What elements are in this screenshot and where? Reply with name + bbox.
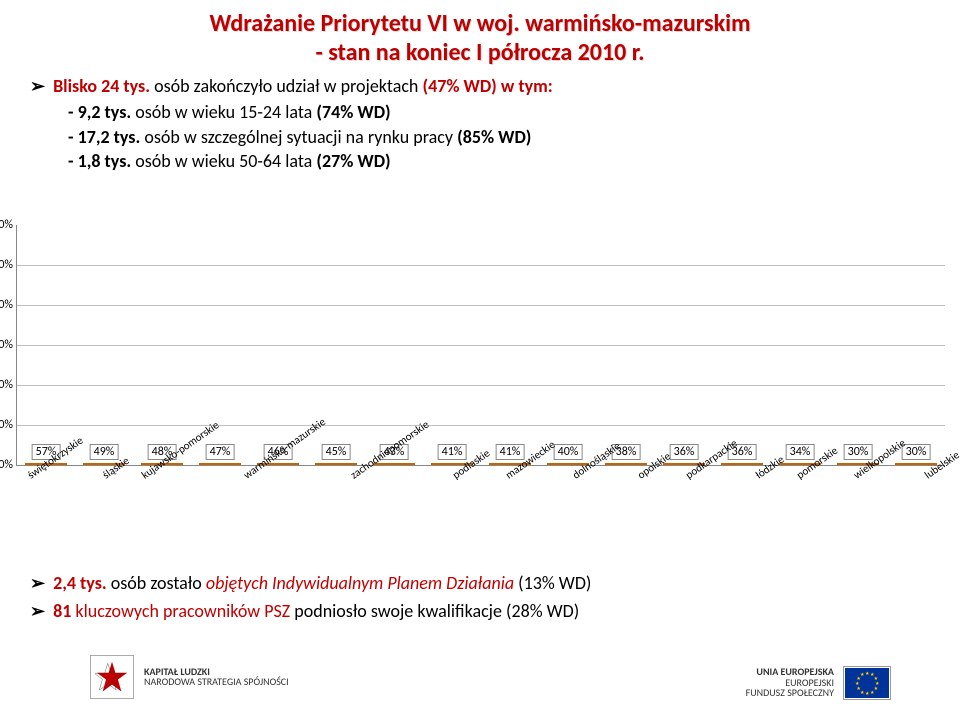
gridline: [17, 345, 945, 346]
kl-text: KAPITAŁ LUDZKI NARODOWA STRATEGIA SPÓJNO…: [144, 667, 289, 688]
s1-c: (74% WD): [316, 101, 390, 123]
s2-c: (85% WD): [457, 126, 531, 148]
bar-value-label: 36%: [670, 444, 699, 460]
y-tick-label: 40%: [0, 298, 13, 312]
arrow-icon: ➢: [30, 570, 45, 596]
x-labels: świętokrzyskieśląskiekujawsko-pomorskiew…: [16, 465, 944, 478]
gridline: [17, 425, 945, 426]
b1-strong: Blisko 24 tys.: [53, 75, 150, 97]
sub-3: - 1,8 tys. osób w wieku 50-64 lata (27% …: [68, 149, 930, 173]
s2-a: - 17,2 tys.: [68, 126, 140, 148]
bullet-1: ➢ Blisko 24 tys. osób zakończyło udział …: [30, 74, 930, 98]
bottom-bullets: ➢ 2,4 tys. osób zostało objętych Indywid…: [30, 570, 930, 626]
kl-star-icon: [90, 655, 134, 699]
b1-pct: (47% WD) w tym:: [422, 75, 552, 97]
slide: Wdrażanie Priorytetu VI w woj. warmińsko…: [0, 0, 960, 717]
bar-value-label: 41%: [438, 444, 467, 460]
y-tick-label: 0%: [0, 458, 13, 472]
bottom-bullet-1-text: 2,4 tys. osób zostało objętych Indywidua…: [53, 570, 591, 596]
bar-value-label: 49%: [90, 444, 119, 460]
bar-value-label: 34%: [786, 444, 815, 460]
bullet-1-text: Blisko 24 tys. osób zakończyło udział w …: [53, 74, 553, 98]
sub-1: - 9,2 tys. osób w wieku 15-24 lata (74% …: [68, 100, 930, 124]
bar-value-label: 40%: [554, 444, 583, 460]
bb1-a: 2,4 tys.: [53, 572, 107, 594]
gridline: [17, 265, 945, 266]
eu-text: UNIA EUROPEJSKA EUROPEJSKI FUNDUSZ SPOŁE…: [746, 667, 834, 699]
gridline: [17, 385, 945, 386]
y-tick-label: 50%: [0, 258, 13, 272]
title-line2: - stan na koniec I półrocza 2010 r.: [315, 38, 644, 67]
arrow-icon: ➢: [30, 74, 45, 98]
bb1-c: objętych Indywidualnym Planem Działania: [206, 572, 514, 594]
bottom-bullet-2: ➢ 81 kluczowych pracowników PSZ podniosł…: [30, 598, 930, 624]
s3-c: (27% WD): [316, 150, 390, 172]
bottom-bullet-1: ➢ 2,4 tys. osób zostało objętych Indywid…: [30, 570, 930, 596]
bottom-bullet-2-text: 81 kluczowych pracowników PSZ podniosło …: [53, 598, 579, 624]
eu-flag-icon: ★★★★★★★★★★★★: [844, 667, 890, 699]
y-tick-label: 30%: [0, 338, 13, 352]
bb2-a: 81: [53, 600, 75, 622]
arrow-icon: ➢: [30, 598, 45, 624]
y-tick-label: 10%: [0, 418, 13, 432]
title-line1: Wdrażanie Priorytetu VI w woj. warmińsko…: [209, 9, 750, 38]
sub-2: - 17,2 tys. osób w szczególnej sytuacji …: [68, 125, 930, 149]
bar-value-label: 47%: [206, 444, 235, 460]
footer-logos: KAPITAŁ LUDZKI NARODOWA STRATEGIA SPÓJNO…: [0, 651, 960, 707]
top-bullets: ➢ Blisko 24 tys. osób zakończyło udział …: [30, 74, 930, 173]
y-tick-label: 20%: [0, 378, 13, 392]
logo-kapital-ludzki: KAPITAŁ LUDZKI NARODOWA STRATEGIA SPÓJNO…: [90, 655, 289, 699]
s3-a: - 1,8 tys.: [68, 150, 131, 172]
bar-value-label: 45%: [322, 444, 351, 460]
gridline: [17, 305, 945, 306]
y-tick-label: 60%: [0, 218, 13, 232]
plot-area: 57%49%48%47%46%45%43%41%41%40%38%36%36%3…: [16, 225, 945, 466]
logo-eu: UNIA EUROPEJSKA EUROPEJSKI FUNDUSZ SPOŁE…: [746, 667, 890, 699]
bar-chart: 57%49%48%47%46%45%43%41%41%40%38%36%36%3…: [16, 225, 944, 525]
s1-a: - 9,2 tys.: [68, 101, 131, 123]
slide-title: Wdrażanie Priorytetu VI w woj. warmińsko…: [0, 10, 960, 68]
bb2-b: kluczowych pracowników PSZ: [75, 600, 294, 622]
